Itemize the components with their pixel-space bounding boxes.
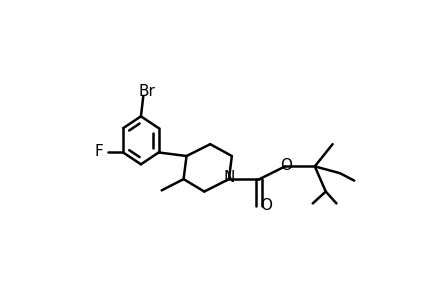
Text: N: N bbox=[224, 170, 235, 185]
Text: Br: Br bbox=[138, 84, 155, 99]
Text: O: O bbox=[260, 198, 272, 213]
Text: O: O bbox=[280, 158, 292, 173]
Text: F: F bbox=[94, 144, 103, 159]
